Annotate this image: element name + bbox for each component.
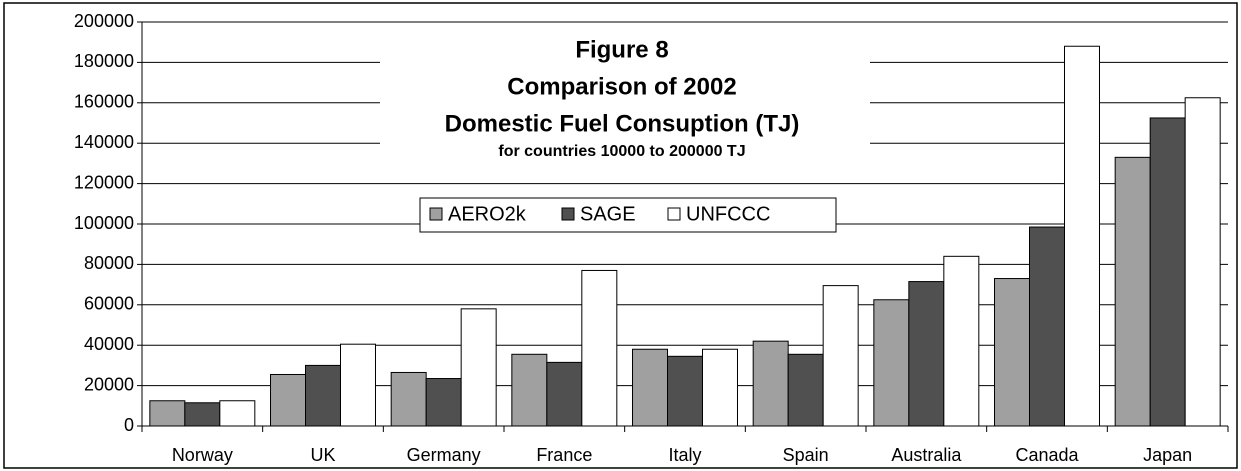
bar (425, 378, 462, 427)
bar (752, 340, 789, 427)
bar (1063, 45, 1100, 427)
x-tick-label: Italy (668, 445, 701, 465)
bar (943, 255, 980, 427)
bar (632, 348, 669, 427)
legend-label: UNFCCC (686, 203, 770, 225)
y-tick-label: 140000 (74, 132, 134, 152)
x-tick-label: Spain (783, 445, 829, 465)
bar (149, 400, 186, 427)
x-tick-label: UK (310, 445, 335, 465)
x-tick-label: Norway (172, 445, 233, 465)
chart-title: Figure 8 (575, 36, 668, 63)
bar (1149, 117, 1186, 427)
bar (460, 308, 497, 427)
title-box (380, 30, 870, 166)
bar (908, 281, 945, 427)
bar (184, 402, 221, 427)
x-tick-label: France (536, 445, 592, 465)
chart-title: Domestic Fuel Consuption (TJ) (445, 110, 800, 137)
bar (511, 353, 548, 427)
bar (546, 361, 583, 427)
y-tick-label: 100000 (74, 213, 134, 233)
y-tick-label: 180000 (74, 51, 134, 71)
y-tick-label: 200000 (74, 11, 134, 31)
bar (339, 343, 376, 427)
y-tick-label: 80000 (84, 253, 134, 273)
bar (390, 371, 427, 427)
y-tick-label: 120000 (74, 172, 134, 192)
legend-swatch (667, 207, 681, 221)
y-tick-label: 0 (124, 415, 134, 435)
legend-swatch (561, 207, 575, 221)
bar (581, 269, 618, 427)
bar (270, 373, 307, 427)
y-tick-label: 20000 (84, 374, 134, 394)
legend-swatch (429, 207, 443, 221)
y-tick-label: 160000 (74, 92, 134, 112)
bar (822, 285, 859, 427)
bar (667, 355, 703, 427)
x-tick-label: Australia (891, 445, 962, 465)
x-tick-label: Germany (407, 445, 481, 465)
chart-subtitle: for countries 10000 to 200000 TJ (498, 143, 745, 160)
x-tick-label: Japan (1143, 445, 1192, 465)
bar (701, 348, 738, 427)
bar (219, 400, 256, 427)
bar (1184, 97, 1221, 427)
legend-label: AERO2k (448, 203, 527, 225)
bar (873, 299, 910, 427)
bar (994, 278, 1031, 427)
bar (1114, 156, 1151, 427)
bar (787, 353, 824, 427)
chart-frame (3, 2, 1238, 469)
legend-box (419, 197, 837, 233)
bar (305, 364, 341, 427)
y-tick-label: 60000 (84, 294, 134, 314)
chart-title: Comparison of 2002 (507, 73, 736, 100)
legend-label: SAGE (580, 203, 636, 225)
y-tick-label: 40000 (84, 334, 134, 354)
bar (1029, 226, 1065, 427)
x-tick-label: Canada (1015, 445, 1079, 465)
